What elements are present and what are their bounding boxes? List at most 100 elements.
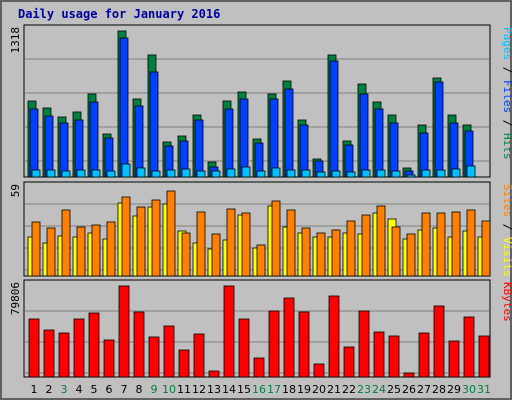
x-tick-label: 13 — [207, 383, 221, 396]
legend-pages-files-hits: Pages / Files / Hits — [501, 27, 512, 160]
bar-files-day-28 — [434, 81, 444, 178]
bar-sites-day-23 — [361, 214, 371, 277]
bar-kbytes-day-22 — [343, 346, 355, 378]
bar-files-day-3 — [59, 122, 69, 178]
bar-sites-day-29 — [451, 211, 461, 277]
bar-pages-day-24 — [376, 169, 386, 178]
bar-kbytes-day-10 — [163, 325, 175, 378]
bar-pages-day-11 — [181, 168, 191, 178]
legend-part: Visits — [501, 237, 512, 277]
x-tick-label: 23 — [357, 383, 371, 396]
bar-sites-day-21 — [331, 229, 341, 277]
bar-kbytes-day-9 — [148, 336, 160, 378]
bar-files-day-9 — [149, 71, 159, 178]
bar-sites-day-12 — [196, 211, 206, 277]
x-tick-label: 21 — [327, 383, 341, 396]
legend-part: / — [501, 60, 512, 80]
bar-pages-day-10 — [166, 169, 176, 178]
x-tick-label: 5 — [91, 383, 98, 396]
bar-pages-day-12 — [196, 170, 206, 178]
legend-part: Hits — [501, 133, 512, 160]
ymax-label: 59 — [9, 184, 22, 197]
bar-sites-day-15 — [241, 212, 251, 277]
bar-sites-day-27 — [421, 212, 431, 277]
bar-sites-day-30 — [466, 209, 476, 277]
bar-sites-day-11 — [181, 232, 191, 277]
x-tick-label: 10 — [162, 383, 176, 396]
bar-pages-day-8 — [136, 167, 146, 178]
bar-pages-day-15 — [241, 166, 251, 178]
legend-kbytes: KBytes — [501, 282, 512, 322]
bar-kbytes-day-5 — [88, 312, 100, 378]
x-tick-label: 25 — [387, 383, 401, 396]
bar-sites-day-19 — [301, 227, 311, 277]
bar-pages-day-14 — [226, 168, 236, 178]
bar-pages-day-6 — [106, 170, 116, 178]
bar-sites-day-28 — [436, 212, 446, 277]
x-tick-label: 24 — [372, 383, 386, 396]
bar-sites-day-2 — [46, 227, 56, 277]
x-tick-label: 14 — [222, 383, 236, 396]
x-tick-label: 31 — [477, 383, 491, 396]
bar-kbytes-day-28 — [433, 305, 445, 378]
x-tick-label: 29 — [447, 383, 461, 396]
x-tick-label: 16 — [252, 383, 266, 396]
bar-kbytes-day-17 — [268, 310, 280, 378]
legend-part: Pages — [501, 27, 512, 60]
bar-kbytes-day-25 — [388, 335, 400, 378]
bar-sites-day-16 — [256, 244, 266, 277]
chart-title: Daily usage for January 2016 — [18, 7, 221, 21]
bar-kbytes-day-21 — [328, 295, 340, 378]
bar-kbytes-day-6 — [103, 339, 115, 378]
bar-pages-day-18 — [286, 169, 296, 178]
bar-files-day-1 — [29, 108, 39, 178]
x-tick-label: 17 — [267, 383, 281, 396]
bar-pages-day-29 — [451, 168, 461, 178]
bar-sites-day-6 — [106, 221, 116, 277]
bar-pages-day-13 — [211, 170, 221, 178]
bar-pages-day-23 — [361, 169, 371, 178]
bar-files-day-4 — [74, 119, 84, 178]
bar-kbytes-day-31 — [478, 335, 490, 378]
bar-pages-day-28 — [436, 169, 446, 178]
bar-kbytes-day-16 — [253, 357, 265, 378]
x-tick-label: 30 — [462, 383, 476, 396]
x-tick-label: 18 — [282, 383, 296, 396]
bar-pages-day-3 — [61, 170, 71, 178]
bar-kbytes-day-11 — [178, 349, 190, 378]
x-tick-label: 9 — [151, 383, 158, 396]
bar-kbytes-day-20 — [313, 363, 325, 378]
bar-files-day-15 — [239, 98, 249, 178]
ymax-label: 79806 — [9, 282, 22, 315]
bar-pages-day-20 — [316, 171, 326, 178]
legend-part: Sites — [501, 184, 512, 217]
bar-pages-day-22 — [346, 171, 356, 178]
bar-files-day-7 — [119, 37, 129, 178]
bar-kbytes-day-15 — [238, 318, 250, 378]
x-tick-label: 1 — [31, 383, 38, 396]
bar-kbytes-day-8 — [133, 311, 145, 378]
bar-files-day-5 — [89, 101, 99, 178]
bar-kbytes-day-27 — [418, 332, 430, 378]
x-tick-label: 27 — [417, 383, 431, 396]
legend-part: KBytes — [501, 282, 512, 322]
bar-pages-day-7 — [121, 163, 131, 178]
bar-kbytes-day-13 — [208, 370, 220, 378]
bar-kbytes-day-19 — [298, 311, 310, 378]
bar-pages-day-26 — [406, 174, 416, 178]
legend-part: / — [501, 217, 512, 237]
bar-files-day-23 — [359, 93, 369, 178]
x-tick-label: 11 — [177, 383, 191, 396]
bar-kbytes-day-3 — [58, 332, 70, 378]
bar-kbytes-day-30 — [463, 316, 475, 378]
bar-files-day-12 — [194, 119, 204, 178]
bar-pages-day-27 — [421, 169, 431, 178]
bar-pages-day-9 — [151, 170, 161, 178]
bar-pages-day-16 — [256, 170, 266, 178]
x-tick-label: 26 — [402, 383, 416, 396]
bar-sites-day-7 — [121, 196, 131, 277]
legend-part: / — [501, 113, 512, 133]
bar-sites-day-24 — [376, 205, 386, 277]
bar-kbytes-day-18 — [283, 297, 295, 378]
